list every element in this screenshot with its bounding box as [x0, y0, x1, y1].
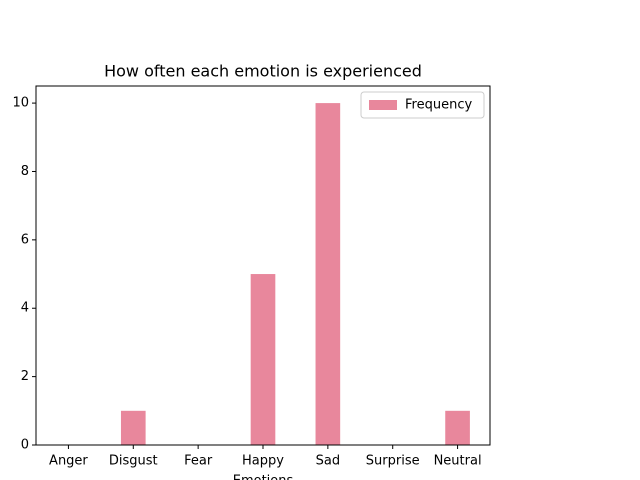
- x-tick-label: Fear: [184, 454, 213, 469]
- y-tick-label: 8: [21, 164, 29, 179]
- x-tick-label: Disgust: [109, 454, 158, 469]
- x-tick-label: Anger: [49, 454, 88, 469]
- x-tick-label: Surprise: [366, 454, 420, 469]
- x-tick-label: Happy: [242, 454, 284, 469]
- x-tick-label: Neutral: [434, 454, 482, 469]
- y-tick-label: 4: [21, 301, 29, 316]
- x-tick-label: Sad: [316, 454, 340, 469]
- chart-title: How often each emotion is experienced: [104, 62, 422, 81]
- bar: [315, 103, 341, 445]
- y-tick-label: 2: [21, 369, 29, 384]
- legend-box: [360, 91, 485, 119]
- x-axis-label: Emotions: [233, 474, 294, 480]
- y-tick-label: 6: [21, 232, 29, 247]
- legend-swatch: [369, 100, 397, 110]
- y-tick-label: 0: [21, 438, 29, 453]
- plot-frame: [35, 85, 491, 446]
- bar: [120, 410, 146, 445]
- bar: [445, 410, 470, 445]
- legend-label: Frequency: [405, 98, 472, 113]
- bar: [250, 274, 276, 445]
- y-tick-label: 10: [12, 96, 29, 111]
